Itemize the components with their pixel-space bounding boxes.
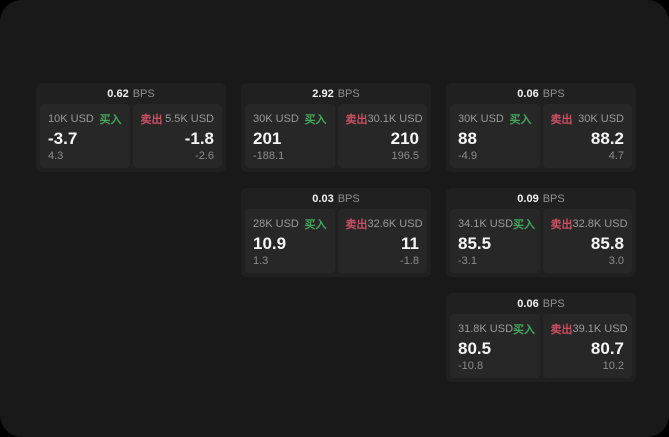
notional-amount: 31.8K USD [458,323,514,335]
quote-panels: 34.1K USD 买入 85.5 -3.1 卖出 32.8K USD 85.8… [446,209,636,277]
price-value: -1.8 [184,129,214,148]
price-value: 88.2 [590,129,624,148]
delta-value: -2.6 [195,150,214,162]
bps-value: 0.06 [517,297,539,310]
buy-panel[interactable]: 34.1K USD 买入 85.5 -3.1 [450,209,540,273]
sell-panel[interactable]: 卖出 30K USD 88.2 4.7 [542,104,632,168]
quote-panels: 30K USD 买入 201 -188.1 卖出 30.1K USD 210 1… [241,104,431,172]
bps-unit: BPS [542,87,565,100]
quote-panels: 31.8K USD 买入 80.5 -10.8 卖出 39.1K USD 80.… [446,314,636,382]
notional-amount: 34.1K USD [458,218,514,230]
bps-unit: BPS [337,192,360,205]
sell-panel[interactable]: 卖出 30.1K USD 210 196.5 [337,104,427,168]
quote-card-5: 0.09 BPS 34.1K USD 买入 85.5 -3.1 卖出 32.8K… [446,188,636,277]
delta-value: 4.3 [48,150,64,162]
bps-value: 2.92 [312,87,334,100]
bps-value: 0.62 [107,87,129,100]
price-value: 88 [458,129,477,148]
delta-value: 3.0 [608,255,624,267]
sell-tag: 卖出 [550,324,573,336]
buy-panel[interactable]: 30K USD 买入 201 -188.1 [245,104,335,168]
buy-tag: 买入 [99,114,122,126]
notional-amount: 30K USD [578,113,624,125]
buy-panel[interactable]: 10K USD 买入 -3.7 4.3 [40,104,130,168]
price-value: -3.7 [48,129,78,148]
bps-value: 0.06 [517,87,539,100]
price-value: 85.5 [458,234,492,253]
sell-panel[interactable]: 卖出 32.8K USD 85.8 3.0 [542,209,632,273]
delta-value: -4.9 [458,150,477,162]
notional-amount: 30K USD [458,113,504,125]
price-value: 85.8 [590,234,624,253]
bps-header: 2.92 BPS [241,83,431,104]
buy-tag: 买入 [304,114,327,126]
notional-amount: 30K USD [253,113,299,125]
bps-header: 0.09 BPS [446,188,636,209]
buy-panel[interactable]: 31.8K USD 买入 80.5 -10.8 [450,314,540,378]
buy-panel[interactable]: 28K USD 买入 10.9 1.3 [245,209,335,273]
buy-panel[interactable]: 30K USD 买入 88 -4.9 [450,104,540,168]
price-value: 210 [390,129,419,148]
notional-amount: 30.1K USD [367,113,423,125]
notional-amount: 32.6K USD [367,218,423,230]
sell-panel[interactable]: 卖出 32.6K USD 11 -1.8 [337,209,427,273]
bps-value: 0.03 [312,192,334,205]
bps-unit: BPS [132,87,155,100]
bps-unit: BPS [542,297,565,310]
notional-amount: 10K USD [48,113,94,125]
delta-value: -3.1 [458,255,477,267]
bps-unit: BPS [542,192,565,205]
quote-card-3: 0.06 BPS 30K USD 买入 88 -4.9 卖出 30K USD 8… [446,83,636,172]
delta-value: -10.8 [458,360,484,372]
notional-amount: 32.8K USD [572,218,628,230]
delta-value: -188.1 [253,150,285,162]
quote-panels: 10K USD 买入 -3.7 4.3 卖出 5.5K USD -1.8 -2.… [36,104,226,172]
bps-header: 0.62 BPS [36,83,226,104]
quote-card-6: 0.06 BPS 31.8K USD 买入 80.5 -10.8 卖出 39.1… [446,293,636,382]
sell-tag: 卖出 [345,114,368,126]
price-value: 201 [253,129,282,148]
sell-panel[interactable]: 卖出 5.5K USD -1.8 -2.6 [132,104,222,168]
delta-value: 196.5 [391,150,419,162]
notional-amount: 28K USD [253,218,299,230]
bps-header: 0.06 BPS [446,293,636,314]
notional-amount: 39.1K USD [572,323,628,335]
bps-value: 0.09 [517,192,539,205]
price-value: 80.7 [590,339,624,358]
bps-unit: BPS [337,87,360,100]
delta-value: 1.3 [253,255,269,267]
buy-tag: 买入 [513,324,536,336]
quote-card-1: 0.62 BPS 10K USD 买入 -3.7 4.3 卖出 5.5K USD… [36,83,226,172]
sell-tag: 卖出 [550,114,573,126]
delta-value: 4.7 [608,150,624,162]
buy-tag: 买入 [513,219,536,231]
bps-header: 0.03 BPS [241,188,431,209]
quote-card-2: 2.92 BPS 30K USD 买入 201 -188.1 卖出 30.1K … [241,83,431,172]
price-value: 80.5 [458,339,492,358]
buy-tag: 买入 [304,219,327,231]
quote-panels: 28K USD 买入 10.9 1.3 卖出 32.6K USD 11 -1.8 [241,209,431,277]
price-value: 11 [401,234,419,253]
bps-header: 0.06 BPS [446,83,636,104]
sell-tag: 卖出 [550,219,573,231]
delta-value: -1.8 [400,255,419,267]
price-value: 10.9 [253,234,287,253]
notional-amount: 5.5K USD [165,113,214,125]
sell-tag: 卖出 [140,114,163,126]
quote-card-4: 0.03 BPS 28K USD 买入 10.9 1.3 卖出 32.6K US… [241,188,431,277]
sell-tag: 卖出 [345,219,368,231]
sell-panel[interactable]: 卖出 39.1K USD 80.7 10.2 [542,314,632,378]
delta-value: 10.2 [602,360,624,372]
quote-panels: 30K USD 买入 88 -4.9 卖出 30K USD 88.2 4.7 [446,104,636,172]
buy-tag: 买入 [509,114,532,126]
